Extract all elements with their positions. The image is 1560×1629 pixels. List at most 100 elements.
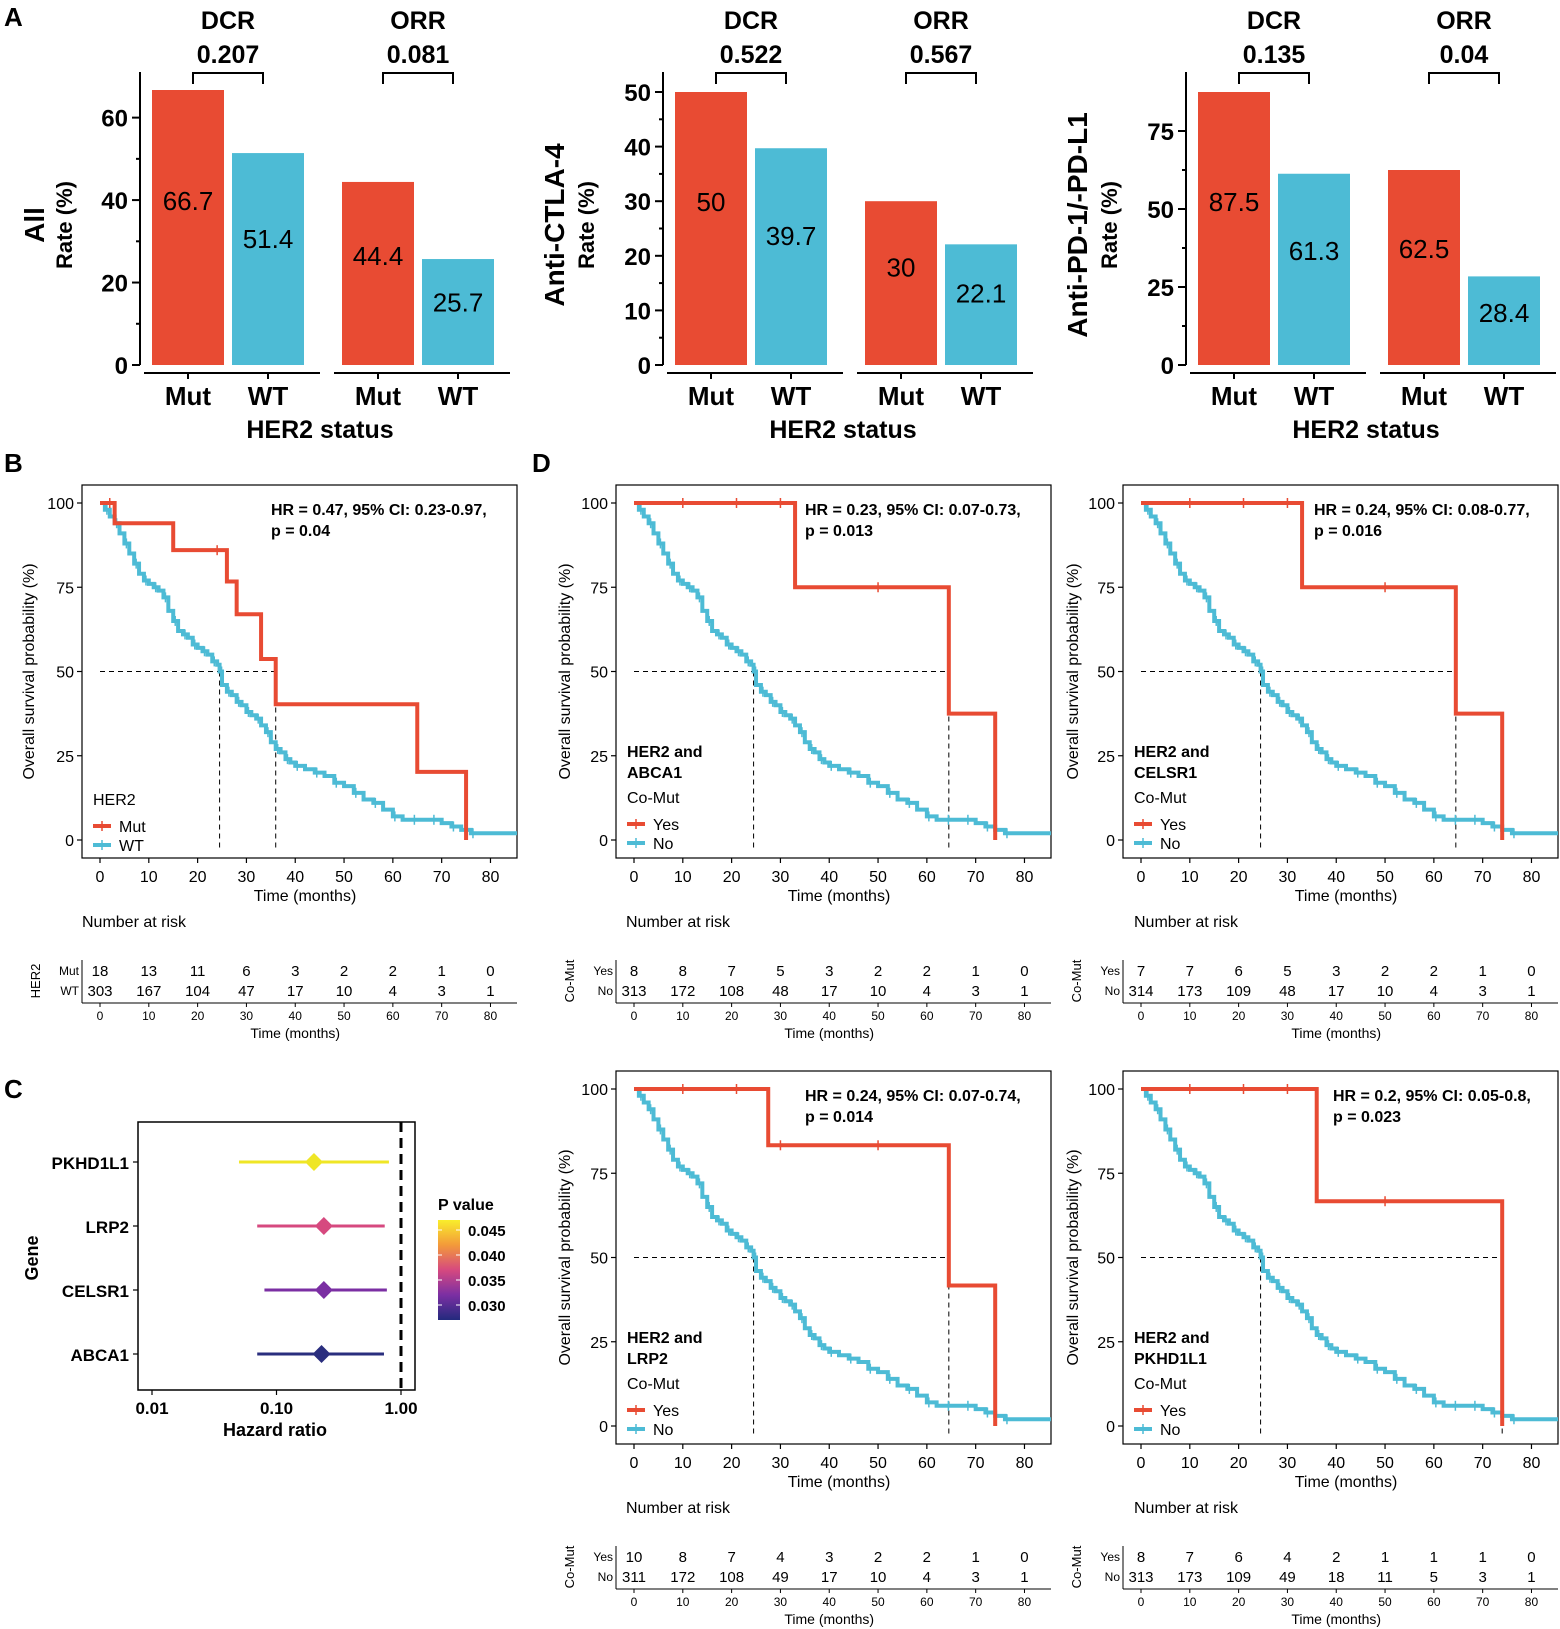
legend-label: Yes <box>653 1403 679 1420</box>
risk-value: 8 <box>679 1549 687 1566</box>
y-tick-label: 0 <box>1161 353 1174 380</box>
risk-value: 10 <box>626 1549 643 1566</box>
bar-mut <box>865 201 937 365</box>
risk-value: 48 <box>772 983 789 1000</box>
risk-x-tick: 50 <box>337 1009 351 1023</box>
risk-value: 2 <box>1430 963 1438 980</box>
gene-label: PKHD1L1 <box>52 1154 129 1173</box>
y-tick-label: 0 <box>599 1419 608 1436</box>
bar-subplot-2: 0 10 20 30 40 50 Anti-CTLA-4 Rate (%) 50 Mut 39.7 W… <box>539 7 1033 444</box>
x-tick-label: 0 <box>1137 1455 1146 1472</box>
risk-row-label: No <box>598 1570 614 1584</box>
risk-value: 108 <box>719 1569 744 1586</box>
x-tick-label: 1.00 <box>384 1399 417 1418</box>
x-tick-label: 10 <box>674 1455 692 1472</box>
y-tick-label: 0 <box>1106 833 1115 850</box>
risk-value: 0 <box>1527 1549 1535 1566</box>
legend-label: Mut <box>119 819 146 836</box>
hr-point-pkhd1l1 <box>304 1153 323 1171</box>
x-tick-label: 80 <box>1016 1455 1034 1472</box>
survival-curve-group <box>634 1087 998 1426</box>
hr-point-lrp2 <box>314 1217 333 1235</box>
risk-x-tick: 10 <box>1183 1595 1197 1609</box>
x-tick-label: 0 <box>630 1455 639 1472</box>
hr-annotation: HR = 0.23, 95% CI: 0.07-0.73, <box>805 502 1021 519</box>
x-tick-label: Mut <box>165 381 212 411</box>
bar-value-label: 62.5 <box>1399 234 1450 264</box>
risk-value: 13 <box>140 963 157 980</box>
risk-x-tick: 70 <box>1476 1595 1490 1609</box>
x-tick-label: 0.01 <box>135 1399 168 1418</box>
risk-row-label: No <box>598 984 614 998</box>
bar-wt <box>1278 173 1350 365</box>
risk-value: 5 <box>776 963 784 980</box>
survival-curve-group <box>1141 501 1505 840</box>
colorbar-tick-label: 0.030 <box>468 1298 506 1315</box>
x-tick-label: WT <box>1484 381 1525 411</box>
risk-value: 1 <box>1527 1569 1535 1586</box>
risk-x-tick: 10 <box>676 1009 690 1023</box>
risk-value: 104 <box>185 983 210 1000</box>
risk-x-tick: 60 <box>386 1009 400 1023</box>
risk-value: 3 <box>1478 983 1486 1000</box>
hr-point-celsr1 <box>314 1281 333 1299</box>
risk-strata-label: Co-Mut <box>562 1545 577 1588</box>
risk-value: 11 <box>190 963 206 980</box>
colorbar-tick-label: 0.035 <box>468 1273 506 1290</box>
legend-label: No <box>1160 1422 1181 1439</box>
risk-x-tick: 10 <box>142 1009 156 1023</box>
bar-mut <box>1198 92 1270 365</box>
risk-strata-label: HER2 <box>28 964 43 999</box>
risk-row-label: Yes <box>1100 964 1120 978</box>
risk-value: 10 <box>1377 983 1394 1000</box>
risk-x-title: Time (months) <box>1291 1611 1381 1627</box>
p-annotation: p = 0.014 <box>805 1109 873 1126</box>
x-tick-label: 50 <box>869 869 887 886</box>
risk-x-tick: 70 <box>969 1595 983 1609</box>
risk-value: 2 <box>874 963 882 980</box>
risk-strata-label: Co-Mut <box>1069 1545 1084 1588</box>
risk-value: 172 <box>670 983 695 1000</box>
risk-value: 4 <box>1283 1549 1291 1566</box>
risk-value: 17 <box>821 1569 838 1586</box>
x-axis-title: HER2 status <box>246 416 393 444</box>
risk-value: 49 <box>1279 1569 1296 1586</box>
legend-title: HER2 <box>93 792 136 809</box>
y-label-group: Anti-CTLA-4 <box>539 143 570 307</box>
bar-mut <box>675 92 747 365</box>
risk-value: 1 <box>1020 983 1028 1000</box>
risk-value: 1 <box>1020 1569 1028 1586</box>
risk-x-tick: 20 <box>191 1009 205 1023</box>
legend-title: HER2 and <box>1134 744 1210 761</box>
risk-value: 3 <box>1332 963 1340 980</box>
y-tick-label: 20 <box>624 244 651 271</box>
risk-value: 1 <box>1478 1549 1486 1566</box>
legend-title: CELSR1 <box>1134 765 1197 782</box>
bar-value-label: 30 <box>887 253 916 283</box>
y-tick-label: 0 <box>638 353 651 380</box>
risk-x-title: Time (months) <box>250 1025 340 1041</box>
legend-label: Yes <box>1160 817 1186 834</box>
risk-value: 2 <box>1381 963 1389 980</box>
risk-x-tick: 60 <box>1427 1009 1441 1023</box>
risk-row-label: Yes <box>593 1550 613 1564</box>
bar-value-label: 39.7 <box>766 221 817 251</box>
x-tick-label: 70 <box>1474 869 1492 886</box>
risk-value: 17 <box>821 983 838 1000</box>
risk-x-tick: 30 <box>240 1009 254 1023</box>
x-tick-label: 10 <box>1181 869 1199 886</box>
colorbar-tick-label: 0.040 <box>468 1248 506 1265</box>
x-tick-label: WT <box>771 381 812 411</box>
risk-value: 4 <box>776 1549 784 1566</box>
risk-value: 109 <box>1226 983 1251 1000</box>
risk-x-tick: 10 <box>1183 1009 1197 1023</box>
risk-value: 7 <box>727 963 735 980</box>
risk-value: 303 <box>87 983 112 1000</box>
y-tick-label: 50 <box>56 665 74 682</box>
risk-table-title: Number at risk <box>626 1500 731 1517</box>
risk-x-tick: 80 <box>1018 1595 1032 1609</box>
legend-subtitle: Co-Mut <box>627 1376 680 1393</box>
